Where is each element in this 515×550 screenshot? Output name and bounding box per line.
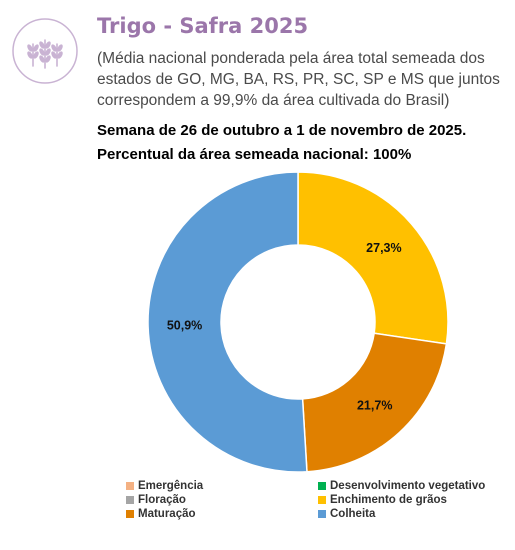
legend-swatch [318, 482, 326, 490]
slice-label: 27,3% [366, 241, 401, 255]
slice-matura-o [301, 332, 448, 473]
slice-colheita [147, 171, 308, 473]
week-heading: Semana de 26 de outubro a 1 de novembro … [97, 122, 467, 139]
legend-swatch [318, 510, 326, 518]
legend-swatch [126, 496, 134, 504]
slice-label: 21,7% [357, 399, 392, 413]
legend-item: Colheita [318, 508, 375, 520]
legend-label: Enchimento de grãos [330, 494, 447, 506]
legend-item: Enchimento de grãos [318, 494, 447, 506]
legend-label: Colheita [330, 508, 376, 520]
legend-label: Floração [138, 494, 186, 506]
legend-swatch [318, 496, 326, 504]
wheat-icon [12, 18, 78, 84]
legend-item: Floração [126, 494, 186, 506]
chart-description: (Média nacional ponderada pela área tota… [97, 50, 500, 109]
legend-label: Desenvolvimento vegetativo [330, 480, 486, 492]
legend-item: Emergência [126, 480, 203, 492]
percent-heading: Percentual da área semeada nacional: 100… [97, 146, 412, 163]
slice-enchimento-de-gr-os [297, 171, 449, 345]
legend-label: Emergência [138, 480, 204, 492]
slice-label: 50,9% [167, 318, 202, 332]
legend-label: Maturação [138, 508, 196, 520]
legend-item: Maturação [126, 508, 196, 520]
legend-swatch [126, 482, 134, 490]
page-title: Trigo - Safra 2025 [97, 14, 309, 38]
legend-item: Desenvolvimento vegetativo [318, 480, 485, 492]
legend-swatch [126, 510, 134, 518]
wheat-logo [10, 16, 80, 86]
